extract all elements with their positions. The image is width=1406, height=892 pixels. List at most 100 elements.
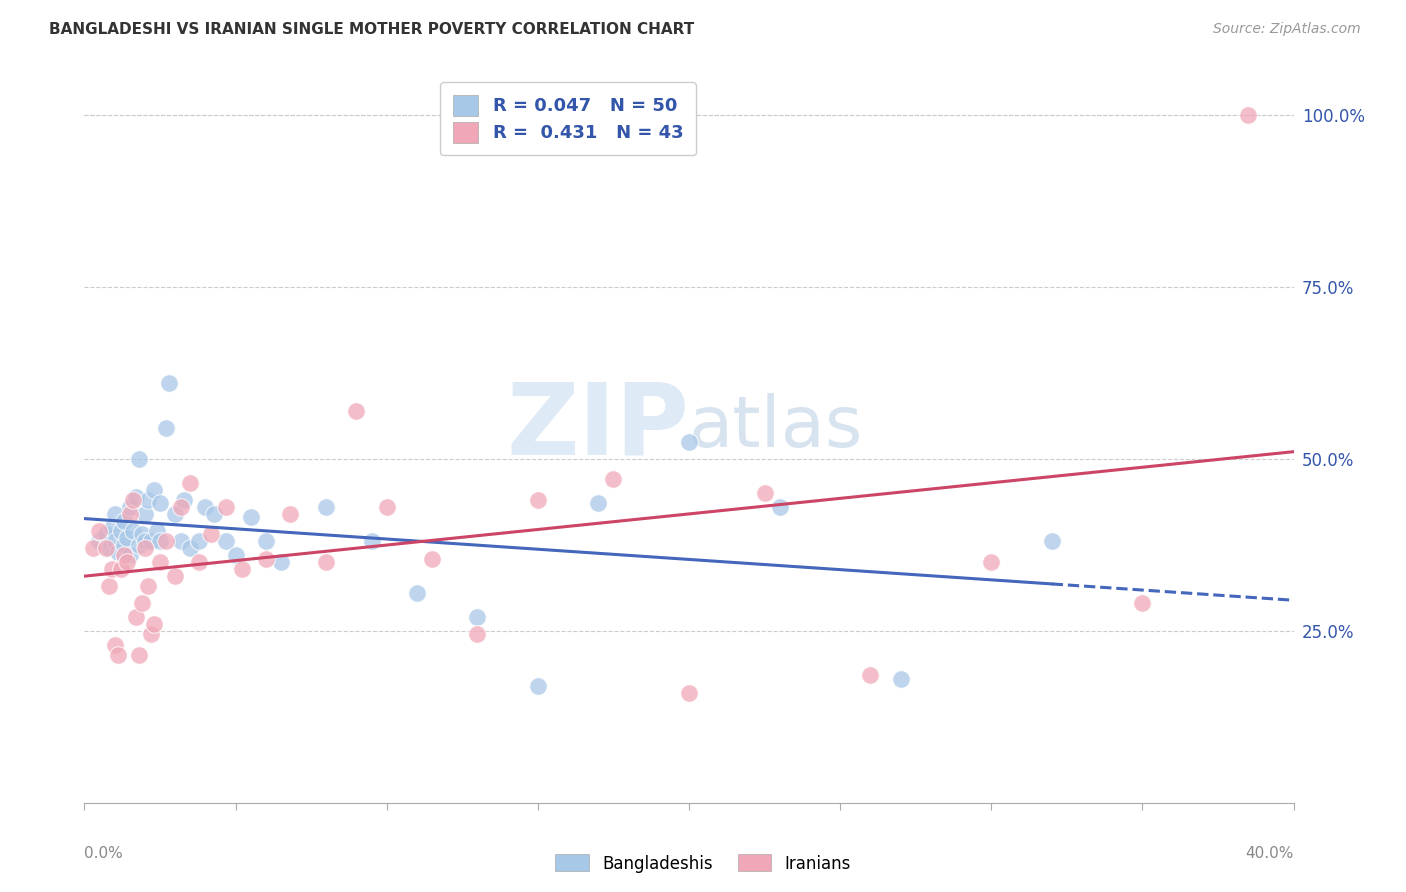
Point [149, 534, 172, 549]
Point [112, 514, 135, 528]
Text: Source: ZipAtlas.com: Source: ZipAtlas.com [1213, 22, 1361, 37]
Point [128, 648, 150, 662]
Point [202, 507, 225, 521]
Point [194, 500, 217, 514]
Point [136, 493, 159, 508]
Point [754, 486, 776, 500]
Point [406, 586, 429, 600]
Point [467, 610, 489, 624]
Point [769, 500, 792, 514]
Point [131, 527, 153, 541]
Point [1237, 108, 1260, 122]
Point [110, 562, 132, 576]
Point [1040, 534, 1063, 549]
Point [89, 534, 111, 549]
Point [155, 534, 177, 549]
Point [890, 672, 912, 686]
Point [215, 534, 238, 549]
Point [170, 500, 193, 514]
Point [118, 548, 141, 562]
Point [155, 421, 177, 435]
Point [215, 500, 238, 514]
Text: atlas: atlas [689, 392, 863, 461]
Point [467, 627, 489, 641]
Point [231, 562, 253, 576]
Point [278, 507, 301, 521]
Point [134, 534, 156, 549]
Point [142, 483, 165, 497]
Point [142, 616, 165, 631]
Point [97, 579, 120, 593]
Point [136, 579, 159, 593]
Point [121, 524, 143, 538]
Text: 0.0%: 0.0% [84, 847, 124, 861]
Point [112, 548, 135, 562]
Point [602, 472, 624, 486]
Point [100, 562, 122, 576]
Point [125, 610, 148, 624]
Point [131, 596, 153, 610]
Legend: R = 0.047   N = 50, R =  0.431   N = 43: R = 0.047 N = 50, R = 0.431 N = 43 [440, 82, 696, 155]
Point [112, 538, 135, 552]
Point [125, 490, 148, 504]
Point [104, 638, 127, 652]
Point [179, 541, 201, 556]
Point [239, 510, 262, 524]
Point [89, 524, 111, 538]
Point [107, 544, 129, 558]
Point [859, 668, 882, 682]
Point [110, 524, 132, 538]
Point [107, 648, 129, 662]
Point [527, 679, 550, 693]
Text: BANGLADESHI VS IRANIAN SINGLE MOTHER POVERTY CORRELATION CHART: BANGLADESHI VS IRANIAN SINGLE MOTHER POV… [49, 22, 695, 37]
Point [139, 627, 162, 641]
Point [980, 555, 1002, 569]
Point [82, 541, 104, 556]
Point [139, 534, 162, 549]
Point [527, 493, 550, 508]
Point [315, 500, 337, 514]
Point [1130, 596, 1153, 610]
Point [165, 507, 187, 521]
Point [254, 534, 277, 549]
Legend: Bangladeshis, Iranians: Bangladeshis, Iranians [548, 847, 858, 880]
Point [588, 496, 610, 510]
Point [149, 496, 172, 510]
Point [179, 475, 201, 490]
Point [270, 555, 292, 569]
Point [100, 520, 122, 534]
Point [346, 403, 368, 417]
Point [146, 524, 169, 538]
Point [170, 534, 193, 549]
Point [225, 548, 247, 562]
Point [94, 541, 117, 556]
Text: 40.0%: 40.0% [1246, 847, 1294, 861]
Point [149, 555, 172, 569]
Point [254, 551, 277, 566]
Point [173, 493, 195, 508]
Text: ZIP: ZIP [506, 378, 689, 475]
Point [375, 500, 398, 514]
Point [104, 507, 127, 521]
Point [115, 555, 138, 569]
Point [420, 551, 443, 566]
Point [165, 568, 187, 582]
Point [128, 538, 150, 552]
Point [104, 534, 127, 549]
Point [188, 555, 211, 569]
Point [94, 527, 117, 541]
Point [115, 531, 138, 545]
Point [97, 541, 120, 556]
Point [134, 507, 156, 521]
Point [188, 534, 211, 549]
Point [118, 500, 141, 514]
Point [315, 555, 337, 569]
Point [118, 507, 141, 521]
Point [678, 686, 700, 700]
Point [200, 527, 222, 541]
Point [134, 541, 156, 556]
Point [157, 376, 180, 390]
Point [360, 534, 382, 549]
Point [678, 434, 700, 449]
Point [128, 451, 150, 466]
